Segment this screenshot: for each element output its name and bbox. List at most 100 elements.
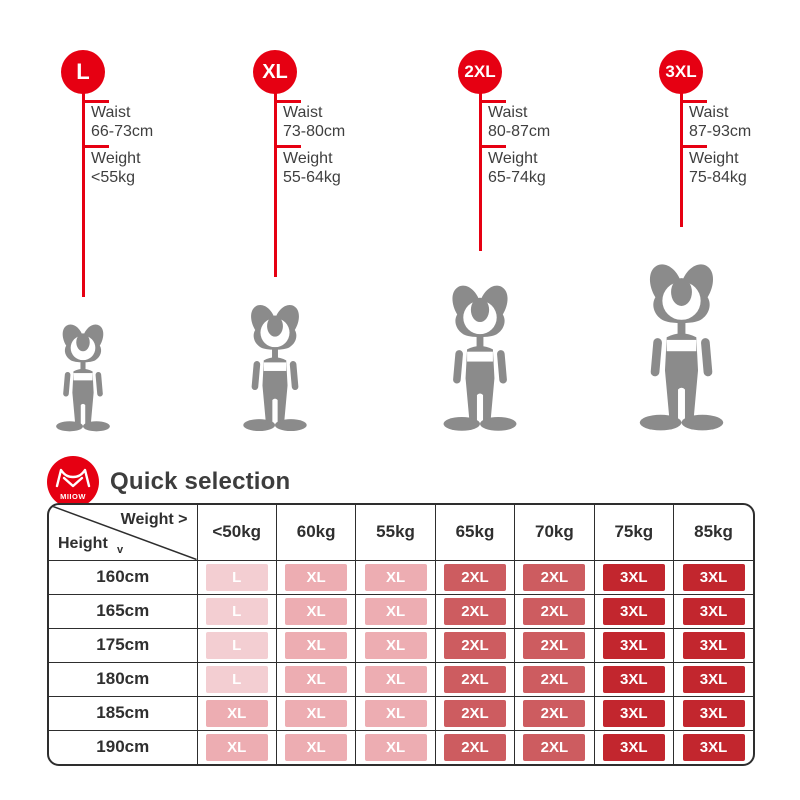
size-chip: XL: [285, 733, 348, 761]
size-cell: 3XL: [673, 559, 753, 595]
mascot-figure: [55, 321, 111, 433]
weight-measure: Weight <55kg: [91, 150, 141, 187]
size-chip: 3XL: [682, 699, 745, 727]
size-chip: XL: [285, 563, 348, 591]
waist-value: 87-93cm: [689, 122, 752, 140]
size-cell: 3XL: [593, 627, 675, 663]
weight-label: Weight: [488, 150, 538, 167]
size-chip: 2XL: [523, 733, 586, 761]
table-row: 175cm L XL XL 2XL 2XL 3XL 3XL: [49, 627, 753, 663]
table-row: 185cm XL XL XL 2XL 2XL 3XL 3XL: [49, 695, 753, 731]
size-cell: L: [196, 593, 277, 629]
diagonal-divider-line: [49, 505, 197, 560]
waist-label: Waist: [283, 104, 323, 121]
waist-label: Waist: [91, 104, 131, 121]
size-chip: 2XL: [443, 563, 506, 591]
waist-label: Waist: [689, 104, 729, 121]
size-cell: 2XL: [434, 627, 516, 663]
size-chip: XL: [285, 665, 348, 693]
size-cell: XL: [196, 695, 277, 731]
tick-mark: [480, 100, 506, 103]
size-column-L: L Waist 66-73cm Weight <55kg: [0, 0, 183, 455]
size-chip: 2XL: [443, 733, 506, 761]
size-chip: 3XL: [682, 733, 745, 761]
table-row: 165cm L XL XL 2XL 2XL 3XL 3XL: [49, 593, 753, 629]
size-chip: 2XL: [443, 631, 506, 659]
height-cell: 160cm: [49, 559, 198, 595]
height-cell: 175cm: [49, 627, 198, 663]
table-row: 190cm XL XL XL 2XL 2XL 3XL 3XL: [49, 729, 753, 764]
measure-line: [679, 91, 683, 227]
size-badge: XL: [253, 50, 297, 94]
size-chip: XL: [285, 699, 348, 727]
weight-label: Weight: [689, 150, 739, 167]
size-cell: XL: [275, 627, 357, 663]
size-cell: 3XL: [593, 661, 675, 697]
size-chip: XL: [364, 631, 427, 659]
size-chip: 3XL: [602, 665, 665, 693]
mascot-figure: [242, 301, 308, 433]
corner-height-label: Height: [58, 534, 108, 552]
size-cell: XL: [275, 729, 357, 764]
size-chip: 2XL: [523, 699, 586, 727]
size-chip: 3XL: [602, 733, 665, 761]
size-chip: XL: [205, 733, 268, 761]
size-chip: 2XL: [443, 699, 506, 727]
size-cell: 2XL: [434, 661, 516, 697]
size-chip: XL: [285, 597, 348, 625]
size-cell: 3XL: [673, 695, 753, 731]
size-cell: XL: [355, 627, 436, 663]
logo-text: MIIOW: [60, 492, 86, 501]
size-chip: XL: [205, 699, 268, 727]
size-cell: L: [196, 627, 277, 663]
size-badge: 2XL: [458, 50, 502, 94]
table-row: 180cm L XL XL 2XL 2XL 3XL 3XL: [49, 661, 753, 697]
size-chip: 2XL: [523, 631, 586, 659]
size-selection-table-wrap: Weight > Height v <50kg 60kg 55kg 65kg 70kg 75kg…: [47, 503, 755, 766]
tick-mark: [83, 100, 109, 103]
corner-weight-label: Weight >: [120, 511, 188, 528]
waist-measure: Waist 73-80cm: [283, 104, 345, 141]
size-chip: XL: [364, 665, 427, 693]
size-cell: XL: [355, 661, 436, 697]
size-cell: 2XL: [434, 559, 516, 595]
weight-header-cell: 75kg: [593, 505, 675, 561]
size-chip: 3XL: [602, 699, 665, 727]
size-cell: XL: [275, 559, 357, 595]
size-chip: XL: [364, 733, 427, 761]
size-chip: 3XL: [602, 597, 665, 625]
size-badge: L: [61, 50, 105, 94]
size-cell: 2XL: [434, 593, 516, 629]
tick-mark: [275, 145, 301, 148]
size-cell: 2XL: [434, 729, 516, 764]
size-cell: 2XL: [514, 661, 595, 697]
size-cell: 2XL: [514, 559, 595, 595]
weight-label: Weight: [283, 150, 333, 167]
height-cell: 180cm: [49, 661, 198, 697]
corner-cell: Weight > Height v: [49, 505, 198, 561]
weight-value: 65-74kg: [488, 168, 546, 186]
size-chip: XL: [364, 699, 427, 727]
size-cell: 2XL: [514, 593, 595, 629]
size-chip: XL: [364, 563, 427, 591]
weight-measure: Weight 75-84kg: [689, 150, 747, 187]
size-chip: L: [205, 631, 268, 659]
tick-mark: [275, 100, 301, 103]
height-cell: 190cm: [49, 729, 198, 764]
size-cell: XL: [355, 559, 436, 595]
size-cell: XL: [355, 729, 436, 764]
size-cell: 3XL: [673, 729, 753, 764]
size-cell: XL: [275, 695, 357, 731]
tick-mark: [83, 145, 109, 148]
waist-value: 66-73cm: [91, 122, 154, 140]
quick-selection-header: MIIOW Quick selection: [47, 456, 290, 508]
weight-header-cell: 85kg: [673, 505, 753, 561]
size-chip: XL: [364, 597, 427, 625]
size-chip: 3XL: [682, 665, 745, 693]
size-chip: 3XL: [682, 563, 745, 591]
size-cell: 2XL: [514, 627, 595, 663]
waist-measure: Waist 80-87cm: [488, 104, 550, 141]
weight-value: 55-64kg: [283, 168, 341, 186]
size-selection-table: Weight > Height v <50kg 60kg 55kg 65kg 70kg 75kg…: [49, 505, 753, 764]
size-chip: L: [205, 665, 268, 693]
